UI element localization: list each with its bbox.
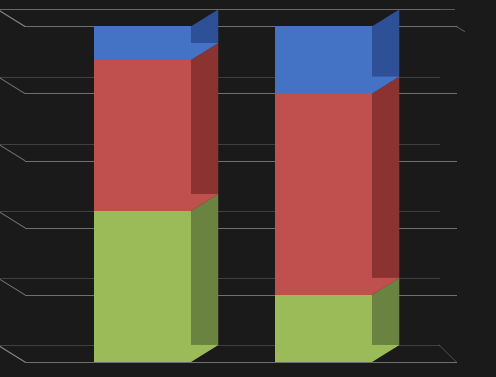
Polygon shape xyxy=(275,26,372,93)
Polygon shape xyxy=(94,26,191,60)
Polygon shape xyxy=(275,295,372,362)
Polygon shape xyxy=(275,77,399,93)
Polygon shape xyxy=(191,194,218,362)
Polygon shape xyxy=(275,345,399,362)
Polygon shape xyxy=(94,211,191,362)
Polygon shape xyxy=(94,345,218,362)
Polygon shape xyxy=(372,278,399,362)
Polygon shape xyxy=(275,93,372,295)
Polygon shape xyxy=(94,194,218,211)
Polygon shape xyxy=(191,9,218,60)
Polygon shape xyxy=(275,278,399,295)
Polygon shape xyxy=(94,43,218,60)
Polygon shape xyxy=(94,60,191,211)
Polygon shape xyxy=(372,9,399,93)
Polygon shape xyxy=(372,77,399,295)
Polygon shape xyxy=(191,43,218,211)
